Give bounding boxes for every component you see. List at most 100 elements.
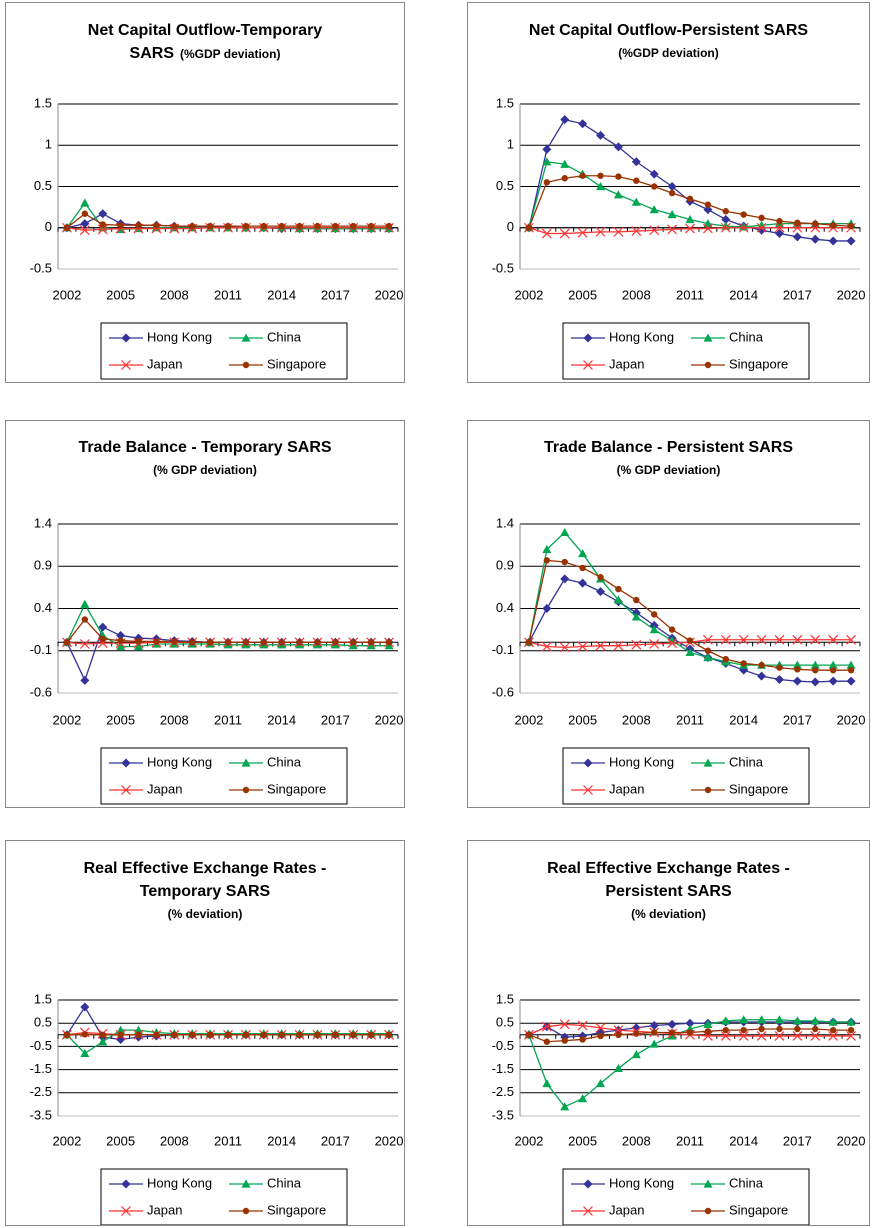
x-tick-label: 2002 [514, 1133, 543, 1148]
marker [738, 634, 749, 645]
marker [667, 224, 678, 235]
y-tick-label: -3.5 [30, 1107, 52, 1122]
y-tick-label: 0.4 [496, 600, 514, 615]
x-tick-label: 2020 [375, 712, 404, 727]
marker [774, 634, 785, 645]
marker [756, 634, 767, 645]
x-tick-label: 2011 [676, 712, 704, 727]
marker [685, 1018, 695, 1028]
marker [651, 183, 658, 190]
x-tick-label: 2008 [160, 712, 189, 727]
marker [703, 205, 713, 215]
marker [740, 211, 747, 218]
marker [171, 638, 178, 645]
legend [562, 747, 810, 805]
marker [722, 656, 729, 663]
marker [633, 177, 640, 184]
marker [99, 221, 106, 228]
title-block: Trade Balance - Persistent SARS (% GDP de… [468, 436, 869, 482]
chart-subtitle: (%GDP deviation) [618, 46, 719, 60]
marker [686, 637, 694, 644]
y-tick-label: -1.5 [492, 1061, 514, 1076]
series [525, 557, 855, 674]
chart-panel: -0.5 0 0.5 1 1.5 2002 2005 2008 2011 2014 2017 2020… [5, 2, 405, 383]
marker [583, 1206, 593, 1216]
y-tick-label: 1.5 [496, 95, 514, 110]
marker [241, 758, 251, 767]
legend-label: Singapore [267, 1202, 326, 1217]
marker [774, 222, 785, 233]
marker [649, 625, 659, 634]
marker [116, 1034, 126, 1044]
marker [135, 1031, 142, 1038]
marker [63, 639, 71, 646]
marker [81, 616, 89, 623]
legend-label: Japan [147, 1202, 182, 1217]
marker [242, 1207, 250, 1215]
marker [595, 226, 606, 237]
chart-panel: -0.6 -0.1 0.4 0.9 1.4 2002 2005 2008 2011 2014 201… [5, 420, 405, 808]
marker [828, 660, 838, 669]
marker [685, 223, 695, 234]
x-tick-label: 2005 [568, 287, 597, 302]
marker [828, 236, 838, 246]
marker [561, 175, 568, 182]
marker [847, 666, 855, 674]
legend-label: Singapore [267, 356, 326, 371]
x-tick-label: 2011 [214, 1133, 242, 1148]
marker [613, 190, 623, 199]
x-tick-label: 2020 [375, 1133, 404, 1148]
marker [525, 639, 533, 646]
marker [704, 647, 712, 654]
x-tick-label: 2020 [837, 1133, 866, 1148]
marker [703, 219, 713, 228]
marker [597, 172, 604, 179]
chart-subtitle: (%GDP deviation) [179, 47, 281, 61]
marker [117, 222, 124, 229]
marker [631, 1023, 641, 1033]
marker [613, 595, 623, 604]
marker [332, 222, 339, 230]
marker [97, 638, 108, 649]
x-tick-label: 2005 [106, 712, 135, 727]
marker [121, 360, 131, 370]
marker [758, 661, 765, 669]
legend [562, 322, 810, 380]
y-tick-label: 0.9 [496, 558, 514, 573]
marker [794, 666, 801, 673]
line [528, 578, 852, 683]
marker [649, 1021, 659, 1031]
y-tick-label: -0.5 [30, 260, 52, 275]
x-tick-label: 2002 [514, 287, 543, 302]
marker [792, 222, 803, 233]
marker [631, 197, 641, 206]
marker [739, 1015, 749, 1024]
legend-label: Singapore [729, 1202, 788, 1217]
legend [100, 1168, 348, 1225]
marker [385, 639, 393, 646]
series [62, 1025, 394, 1057]
y-tick-label: 1 [45, 137, 52, 152]
y-tick-label: -0.6 [30, 684, 52, 699]
y-tick-label: 0.5 [34, 178, 52, 193]
marker [721, 1016, 731, 1025]
y-tick-label: 1.5 [34, 95, 52, 110]
marker [541, 228, 552, 239]
marker [242, 639, 250, 646]
marker [812, 666, 819, 674]
marker [80, 1048, 90, 1057]
marker [99, 635, 106, 643]
marker [296, 1031, 303, 1038]
x-tick-label: 2014 [729, 1133, 758, 1148]
marker [792, 232, 802, 242]
chart-subtitle: (% deviation) [631, 907, 706, 921]
marker [758, 214, 765, 222]
marker [667, 182, 677, 191]
marker [667, 638, 678, 649]
marker [134, 642, 144, 651]
marker [810, 677, 820, 687]
x-tick-label: 2002 [514, 712, 543, 727]
chart: -0.6 -0.1 0.4 0.9 1.4 2002 2005 2008 2011 2014 201… [30, 515, 404, 805]
marker [792, 1031, 803, 1041]
